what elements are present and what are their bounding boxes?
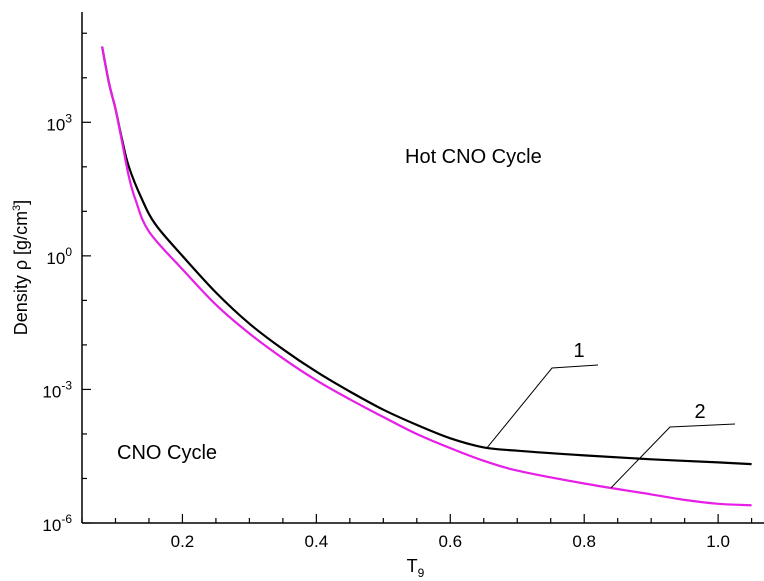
y-tick-label: 10-3 [42,378,72,401]
curve-label-2: 2 [694,401,705,423]
axes [81,12,764,524]
series-layer [101,46,752,507]
labels: 0.2 0.4 0.6 0.8 1.0 10-6 10-3 100 103 T9 Density ρ… [11,111,730,580]
x-axis-title: T9 [407,556,425,580]
leader-line-1 [486,364,599,449]
hot-cno-cycle-label: Hot CNO Cycle [405,146,542,168]
x-tick-label: 0.2 [171,532,195,551]
y-tick-label: 100 [46,245,72,268]
x-tick-label: 1.0 [706,532,730,551]
series-line-2 [101,46,752,507]
series-line-1 [101,46,752,466]
y-axis-title: Density ρ [g/cm3] [11,200,31,335]
y-tick-label: 10-6 [42,512,72,535]
x-tick-label: 0.4 [305,532,329,551]
y-tick-label: 103 [46,111,72,134]
x-tick-label: 0.8 [572,532,596,551]
leader-line-2 [610,423,736,489]
x-tick-label: 0.6 [438,532,462,551]
cno-cycle-label: CNO Cycle [117,442,217,464]
curve-label-1: 1 [573,340,584,362]
annotation-layer [486,364,736,489]
